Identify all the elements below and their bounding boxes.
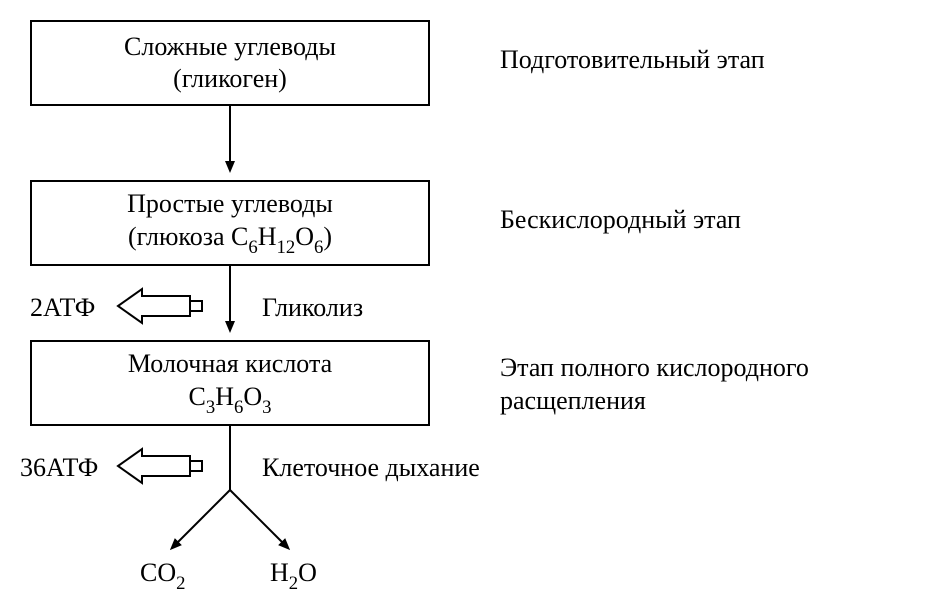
atp-36-label: 36АТФ [20,453,98,483]
node-complex-carbs-line2: (гликоген) [173,63,287,96]
arrow-split-left [172,490,230,548]
diagram-canvas: Сложные углеводы (гликоген) Простые угле… [0,0,940,605]
hollow-arrow-atp36 [118,449,202,483]
process-glycolysis-label: Гликолиз [262,293,363,323]
node-lactic-acid: Молочная кислота C3H6O3 [30,340,430,426]
formula-glucose: C6H12O6 [231,222,323,251]
node-simple-carbs-line2: (глюкоза C6H12O6) [128,221,332,258]
stage-preparatory-label: Подготовительный этап [500,44,765,77]
output-co2: CO2 [140,558,185,593]
hollow-arrow-atp2 [118,289,202,323]
node-complex-carbs: Сложные углеводы (гликоген) [30,20,430,106]
node-complex-carbs-line1: Сложные углеводы [124,31,336,64]
process-respiration-label: Клеточное дыхание [262,453,480,483]
stage-anaerobic-label: Бескислородный этап [500,204,741,237]
stage-aerobic-label: Этап полного кислородного расщепления [500,352,809,417]
node-lactic-acid-line1: Молочная кислота [128,348,332,381]
arrow-split-right [230,490,288,548]
formula-lactic-acid: C3H6O3 [189,381,272,418]
output-h2o: H2O [270,558,317,593]
node-simple-carbs: Простые углеводы (глюкоза C6H12O6) [30,180,430,266]
atp-2-label: 2АТФ [30,293,95,323]
node-simple-carbs-line1: Простые углеводы [127,188,333,221]
